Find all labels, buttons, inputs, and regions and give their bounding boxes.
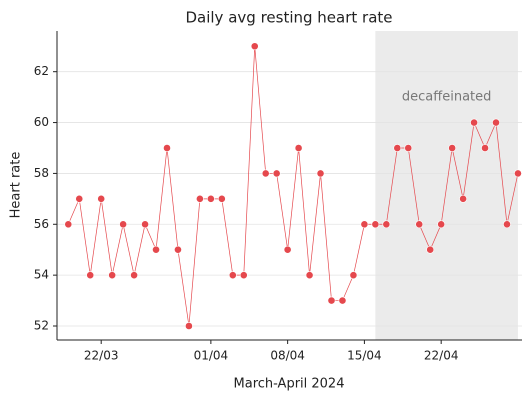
data-point [514,169,522,178]
data-point [459,194,468,203]
x-tick-label: 01/04 [194,349,229,363]
x-tick-label: 08/04 [270,349,305,363]
data-point [152,245,160,254]
data-point [371,220,380,229]
data-point [481,144,489,152]
data-point [360,220,369,229]
region-label: decaffeinated [402,90,491,105]
data-point [492,118,500,127]
y-axis-label: Heart rate [9,152,24,219]
data-point [393,144,402,152]
data-point [294,144,303,152]
data-point [272,169,281,178]
data-point [316,169,325,178]
data-point [228,271,237,280]
data-point [426,245,435,254]
data-point [163,144,171,152]
series-line [67,46,519,327]
data-point [470,118,478,127]
x-tick-label: 15/04 [347,349,382,363]
y-tick-label: 62 [34,64,49,78]
chart-title: Daily avg resting heart rate [185,9,392,27]
y-tick-label: 58 [34,166,49,180]
data-point [261,169,270,178]
data-point [141,220,149,229]
data-point [415,220,424,229]
data-point [185,322,193,330]
y-tick-label: 56 [34,217,49,231]
x-tick-label: 22/04 [424,349,459,363]
x-axis-label: March-April 2024 [234,377,345,392]
y-tick-label: 60 [34,115,49,129]
data-point [119,220,128,229]
data-point [239,271,248,280]
data-point [206,194,215,203]
data-point [75,194,84,203]
data-point [217,194,226,203]
data-point [64,220,73,229]
data-point [130,271,138,280]
data-point [97,194,106,203]
x-tick-label: 22/03 [84,349,119,363]
data-point [338,296,347,305]
data-point [86,271,95,280]
data-point [503,220,511,229]
data-point [305,271,314,280]
data-point [437,220,446,229]
data-point [283,245,292,254]
data-point [108,271,117,280]
data-point [382,220,391,229]
data-point [327,296,336,305]
data-point [174,245,182,254]
data-point [448,144,457,152]
y-tick-label: 52 [34,319,49,333]
data-point [250,42,259,51]
data-point [404,144,413,152]
data-point [349,271,358,280]
data-point [195,194,204,203]
y-tick-label: 54 [34,268,49,282]
